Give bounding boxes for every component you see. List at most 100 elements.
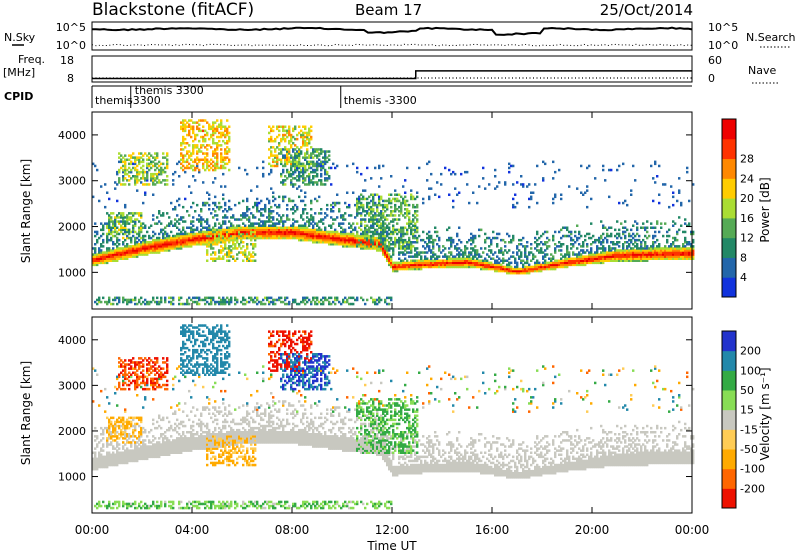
power-cell	[494, 175, 496, 178]
power-cell	[194, 210, 196, 213]
power-cell	[374, 167, 376, 170]
power-cell	[654, 231, 656, 234]
power-cell	[494, 169, 496, 172]
power-cell	[364, 189, 366, 192]
power-cell	[456, 233, 458, 236]
power-cell	[534, 183, 536, 186]
power-cell	[350, 214, 352, 217]
power-cell	[650, 222, 652, 225]
power-cell	[206, 260, 208, 263]
power-cell	[602, 233, 604, 236]
power-cell	[184, 171, 186, 174]
power-cell	[458, 192, 460, 195]
power-cell	[448, 227, 450, 230]
power-cell	[152, 297, 154, 300]
power-cell	[270, 136, 272, 139]
colorbar-swatch	[722, 119, 736, 139]
power-cell	[270, 206, 272, 209]
power-cell	[592, 235, 594, 238]
power-cell	[648, 235, 650, 238]
power-cell	[310, 130, 312, 133]
power-cell	[438, 196, 440, 199]
power-cell	[296, 220, 298, 223]
power-cell	[622, 163, 624, 166]
power-cell	[676, 200, 678, 203]
power-cell	[328, 159, 330, 162]
power-cell	[552, 255, 554, 258]
power-cell	[172, 183, 174, 186]
power-cell	[208, 208, 210, 211]
power-cell	[198, 124, 200, 127]
power-cell	[542, 177, 544, 180]
power-cell	[616, 220, 618, 223]
power-cell	[466, 247, 468, 250]
power-cell	[152, 214, 154, 217]
power-cell	[508, 249, 510, 252]
power-cell	[436, 181, 438, 184]
colorbar-tick-label: 4	[740, 271, 747, 284]
power-cell	[366, 299, 368, 302]
search-noise-line	[92, 44, 692, 45]
power-cell	[456, 243, 458, 246]
nave-label: Nave	[748, 64, 776, 77]
power-cell	[352, 303, 354, 306]
power-cell	[102, 239, 104, 242]
power-cell	[212, 297, 214, 300]
power-cell	[680, 202, 682, 205]
power-cell	[516, 262, 518, 265]
colorbar-tick-label: 8	[740, 251, 747, 264]
power-cell	[636, 227, 638, 230]
power-cell	[662, 235, 664, 238]
noise-right-tick-low: 10^0	[708, 39, 738, 52]
colorbar-swatch	[722, 277, 736, 297]
power-cell	[586, 243, 588, 246]
power-cell	[540, 247, 542, 250]
power-cell	[390, 297, 392, 300]
power-cell	[466, 171, 468, 174]
power-cell	[202, 126, 204, 129]
power-cell	[566, 227, 568, 230]
power-cell	[678, 177, 680, 180]
power-cell	[292, 200, 294, 203]
power-cell	[220, 206, 222, 209]
power-cell	[476, 202, 478, 205]
power-cell	[152, 218, 154, 221]
power-cell	[304, 196, 306, 199]
power-cell	[338, 208, 340, 211]
power-cell	[204, 138, 206, 141]
power-cell	[666, 239, 668, 242]
power-cell	[310, 208, 312, 211]
power-cell	[430, 235, 432, 238]
power-cell	[362, 299, 364, 302]
power-cell	[216, 119, 218, 122]
power-cell	[588, 165, 590, 168]
power-cell	[94, 247, 96, 250]
power-cell	[332, 222, 334, 225]
power-cell	[408, 237, 410, 240]
power-cell	[278, 134, 280, 137]
power-cell	[142, 159, 144, 162]
power-cell	[630, 189, 632, 192]
power-cell	[294, 299, 296, 302]
power-cell	[286, 204, 288, 207]
power-cell	[332, 163, 334, 166]
power-cell	[618, 241, 620, 244]
power-cell	[152, 194, 154, 197]
power-cell	[544, 163, 546, 166]
power-cell	[128, 183, 130, 186]
power-cell	[192, 175, 194, 178]
power-cell	[634, 179, 636, 182]
power-cell	[102, 297, 104, 300]
power-cell	[218, 202, 220, 205]
power-cell	[684, 231, 686, 234]
colorbar-tick-label: 20	[740, 192, 754, 205]
power-cell	[176, 214, 178, 217]
noise-left-label: N.Sky	[4, 31, 36, 44]
power-cell	[624, 235, 626, 238]
power-cell	[380, 177, 382, 180]
power-cell	[614, 229, 616, 232]
power-cell	[676, 239, 678, 242]
power-cell	[316, 200, 318, 203]
power-cell	[618, 245, 620, 248]
